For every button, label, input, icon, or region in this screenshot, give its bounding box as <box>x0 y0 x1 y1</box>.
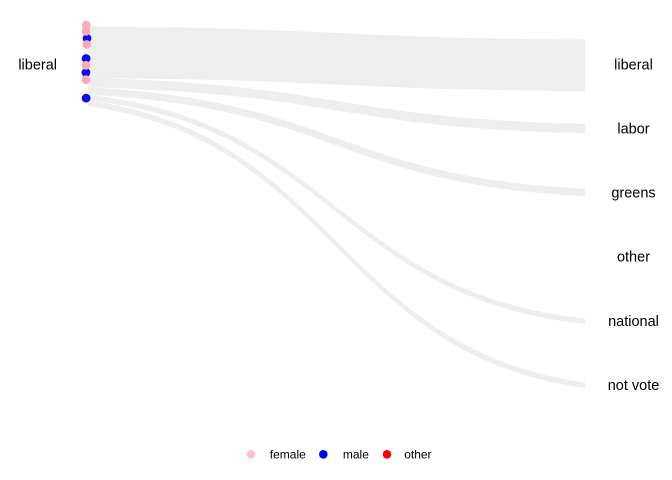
svg-text:male: male <box>343 447 369 461</box>
svg-text:liberal: liberal <box>614 57 653 73</box>
svg-text:other: other <box>617 250 650 266</box>
svg-text:liberal: liberal <box>18 58 57 74</box>
svg-text:female: female <box>270 447 306 461</box>
svg-text:labor: labor <box>617 122 649 138</box>
svg-text:national: national <box>608 314 659 330</box>
svg-text:other: other <box>404 447 431 461</box>
svg-text:not vote: not vote <box>608 378 660 394</box>
svg-text:greens: greens <box>611 186 655 202</box>
